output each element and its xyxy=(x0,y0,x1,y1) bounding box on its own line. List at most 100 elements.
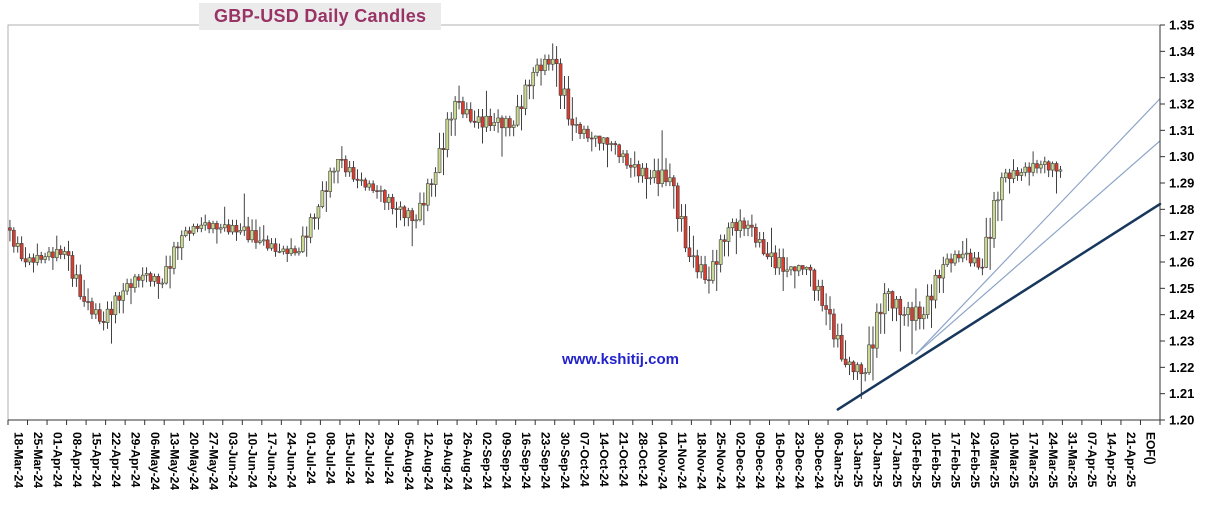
candle-down xyxy=(808,266,813,271)
candle-up xyxy=(996,199,1000,202)
candle-up xyxy=(152,276,157,282)
candle-down xyxy=(687,247,692,258)
x-axis-label: 20-May-24 xyxy=(187,432,201,490)
y-axis-label: 1.23 xyxy=(1169,334,1194,349)
candle-down xyxy=(156,276,161,284)
x-axis-label: 19-Aug-24 xyxy=(441,432,455,490)
candle-down xyxy=(351,167,356,180)
x-axis-label: 01-Apr-24 xyxy=(50,432,64,488)
candle-up xyxy=(133,276,137,288)
x-axis-label: 14-Apr-25 xyxy=(1105,432,1119,488)
candle-up xyxy=(523,84,528,109)
candle-up xyxy=(816,285,821,291)
candle-up xyxy=(632,164,637,168)
candle-down xyxy=(586,128,590,139)
candle-down xyxy=(929,295,934,301)
candle-down xyxy=(722,239,727,242)
candle-up xyxy=(746,224,750,229)
candle-down xyxy=(97,309,102,322)
x-axis-label: 21-Apr-25 xyxy=(1124,432,1138,488)
candle-down xyxy=(355,178,360,181)
candle-up xyxy=(94,309,98,315)
candle-up xyxy=(238,230,243,233)
candle-down xyxy=(234,225,239,233)
support-trendline-inner-upper xyxy=(915,98,1161,355)
candle-up xyxy=(113,295,118,316)
candle-up xyxy=(679,216,684,219)
candle-down xyxy=(137,276,141,281)
y-axis-label: 1.25 xyxy=(1169,281,1194,296)
candle-up xyxy=(648,177,653,180)
candle-up xyxy=(316,206,321,219)
y-axis-label: 1.26 xyxy=(1169,255,1194,270)
candle-down xyxy=(23,258,28,263)
candle-up xyxy=(504,118,508,129)
candle-down xyxy=(246,226,250,241)
candle-down xyxy=(695,255,700,273)
candle-up xyxy=(199,224,204,229)
candle-down xyxy=(625,153,629,166)
candle-up xyxy=(35,255,40,263)
x-axis-label: 04-Nov-24 xyxy=(656,432,670,490)
candle-up xyxy=(882,293,887,315)
candle-down xyxy=(761,239,766,255)
candle-up xyxy=(277,251,282,253)
candle-down xyxy=(1035,163,1039,169)
candle-down xyxy=(898,298,903,316)
candle-up xyxy=(550,58,555,65)
candle-up xyxy=(652,170,657,179)
candle-up xyxy=(531,72,536,87)
candle-down xyxy=(878,311,883,315)
candle-down xyxy=(824,305,828,310)
candle-up xyxy=(867,344,871,373)
x-axis-label: 30-Dec-24 xyxy=(812,432,826,489)
candle-down xyxy=(754,227,758,243)
candle-up xyxy=(847,361,852,366)
candle-up xyxy=(894,298,899,309)
candle-down xyxy=(324,190,329,192)
candle-up xyxy=(301,235,305,252)
candle-up xyxy=(964,252,969,255)
candle-down xyxy=(675,185,680,219)
candle-down xyxy=(207,222,211,230)
candle-up xyxy=(921,314,926,320)
candle-down xyxy=(605,137,610,145)
candle-down xyxy=(117,295,122,301)
candle-down xyxy=(168,266,172,269)
candle-down xyxy=(90,301,94,315)
x-axis-label: 24-Mar-25 xyxy=(1046,432,1060,488)
candle-down xyxy=(66,251,71,256)
candle-down xyxy=(890,291,895,309)
candle-up xyxy=(543,58,547,71)
x-axis-label: 20-Jan-25 xyxy=(870,432,884,488)
candle-down xyxy=(82,296,86,302)
x-axis-label: 24-Jun-24 xyxy=(285,432,299,488)
x-axis-label: 22-Jul-24 xyxy=(363,432,377,484)
candle-up xyxy=(62,251,67,255)
watermark: www.kshitij.com xyxy=(562,351,679,368)
candle-down xyxy=(176,246,180,249)
chart-title: GBP-USD Daily Candles xyxy=(199,3,442,30)
candle-down xyxy=(843,358,848,366)
candle-down xyxy=(422,202,426,206)
x-axis-label: 24-Feb-25 xyxy=(968,432,982,488)
candle-down xyxy=(734,222,739,231)
candle-up xyxy=(902,314,907,316)
y-axis-label: 1.30 xyxy=(1169,149,1194,164)
candle-down xyxy=(285,248,290,254)
support-trendline-inner-lower xyxy=(915,140,1161,355)
candle-down xyxy=(976,257,981,268)
candle-up xyxy=(15,243,20,247)
candle-down xyxy=(402,206,407,219)
x-axis-label: 27-May-24 xyxy=(207,432,221,490)
candle-up xyxy=(121,290,125,301)
candle-up xyxy=(1031,163,1035,173)
candle-down xyxy=(578,124,582,134)
candle-up xyxy=(738,220,743,231)
candle-up xyxy=(359,179,364,182)
x-axis-label: EOF() xyxy=(1144,432,1158,465)
x-axis-label: 09-Sep-24 xyxy=(499,432,513,489)
candle-down xyxy=(39,255,43,260)
candle-down xyxy=(468,109,473,122)
candle-down xyxy=(617,144,621,158)
